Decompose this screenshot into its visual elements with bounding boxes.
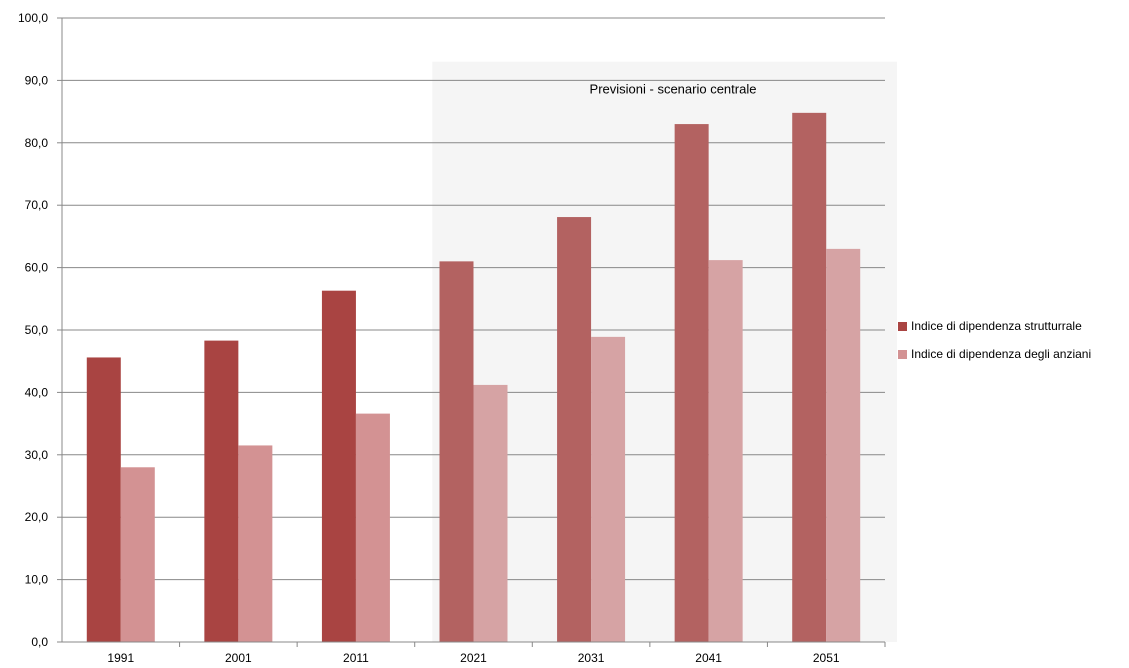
x-tick-label: 2051 xyxy=(813,651,840,665)
x-tick-label: 2011 xyxy=(343,651,369,665)
bar-series2-2031 xyxy=(591,336,626,642)
y-tick-label: 20,0 xyxy=(25,510,49,524)
y-tick-label: 100,0 xyxy=(18,11,48,25)
bar-series2-2011 xyxy=(355,413,390,642)
x-tick-label: 1991 xyxy=(107,651,134,665)
legend-label-series1: Indice di dipendenza strutturrale xyxy=(911,319,1082,333)
bar-series1-2011 xyxy=(321,290,356,642)
bar-series1-2001 xyxy=(204,340,239,642)
y-tick-label: 30,0 xyxy=(25,448,49,462)
bar-series1-2051 xyxy=(792,112,827,642)
bar-series1-2031 xyxy=(557,217,592,642)
bar-series1-2021 xyxy=(439,261,474,642)
bar-series2-2001 xyxy=(238,445,273,642)
y-tick-label: 70,0 xyxy=(25,198,49,212)
bar-series2-2021 xyxy=(473,384,508,642)
bar-series2-2041 xyxy=(708,260,743,642)
x-tick-label: 2031 xyxy=(578,651,605,665)
bar-series1-1991 xyxy=(86,357,121,642)
bar-series1-2041 xyxy=(674,124,709,642)
y-tick-label: 60,0 xyxy=(25,261,49,275)
forecast-annotation: Previsioni - scenario centrale xyxy=(590,82,757,97)
x-tick-label: 2041 xyxy=(695,651,722,665)
bar-series2-2051 xyxy=(826,248,861,642)
y-tick-label: 50,0 xyxy=(25,323,49,337)
legend-swatch-series1 xyxy=(898,322,907,331)
legend-swatch-series2 xyxy=(898,350,907,359)
y-tick-label: 40,0 xyxy=(25,385,49,399)
y-tick-label: 90,0 xyxy=(25,73,49,87)
legend-label-series2: Indice di dipendenza degli anziani xyxy=(911,347,1091,361)
x-tick-label: 2001 xyxy=(225,651,252,665)
y-tick-label: 10,0 xyxy=(25,573,49,587)
y-tick-label: 80,0 xyxy=(25,136,49,150)
y-tick-label: 0,0 xyxy=(31,635,48,649)
x-tick-label: 2021 xyxy=(460,651,487,665)
bar-series2-1991 xyxy=(120,467,155,642)
